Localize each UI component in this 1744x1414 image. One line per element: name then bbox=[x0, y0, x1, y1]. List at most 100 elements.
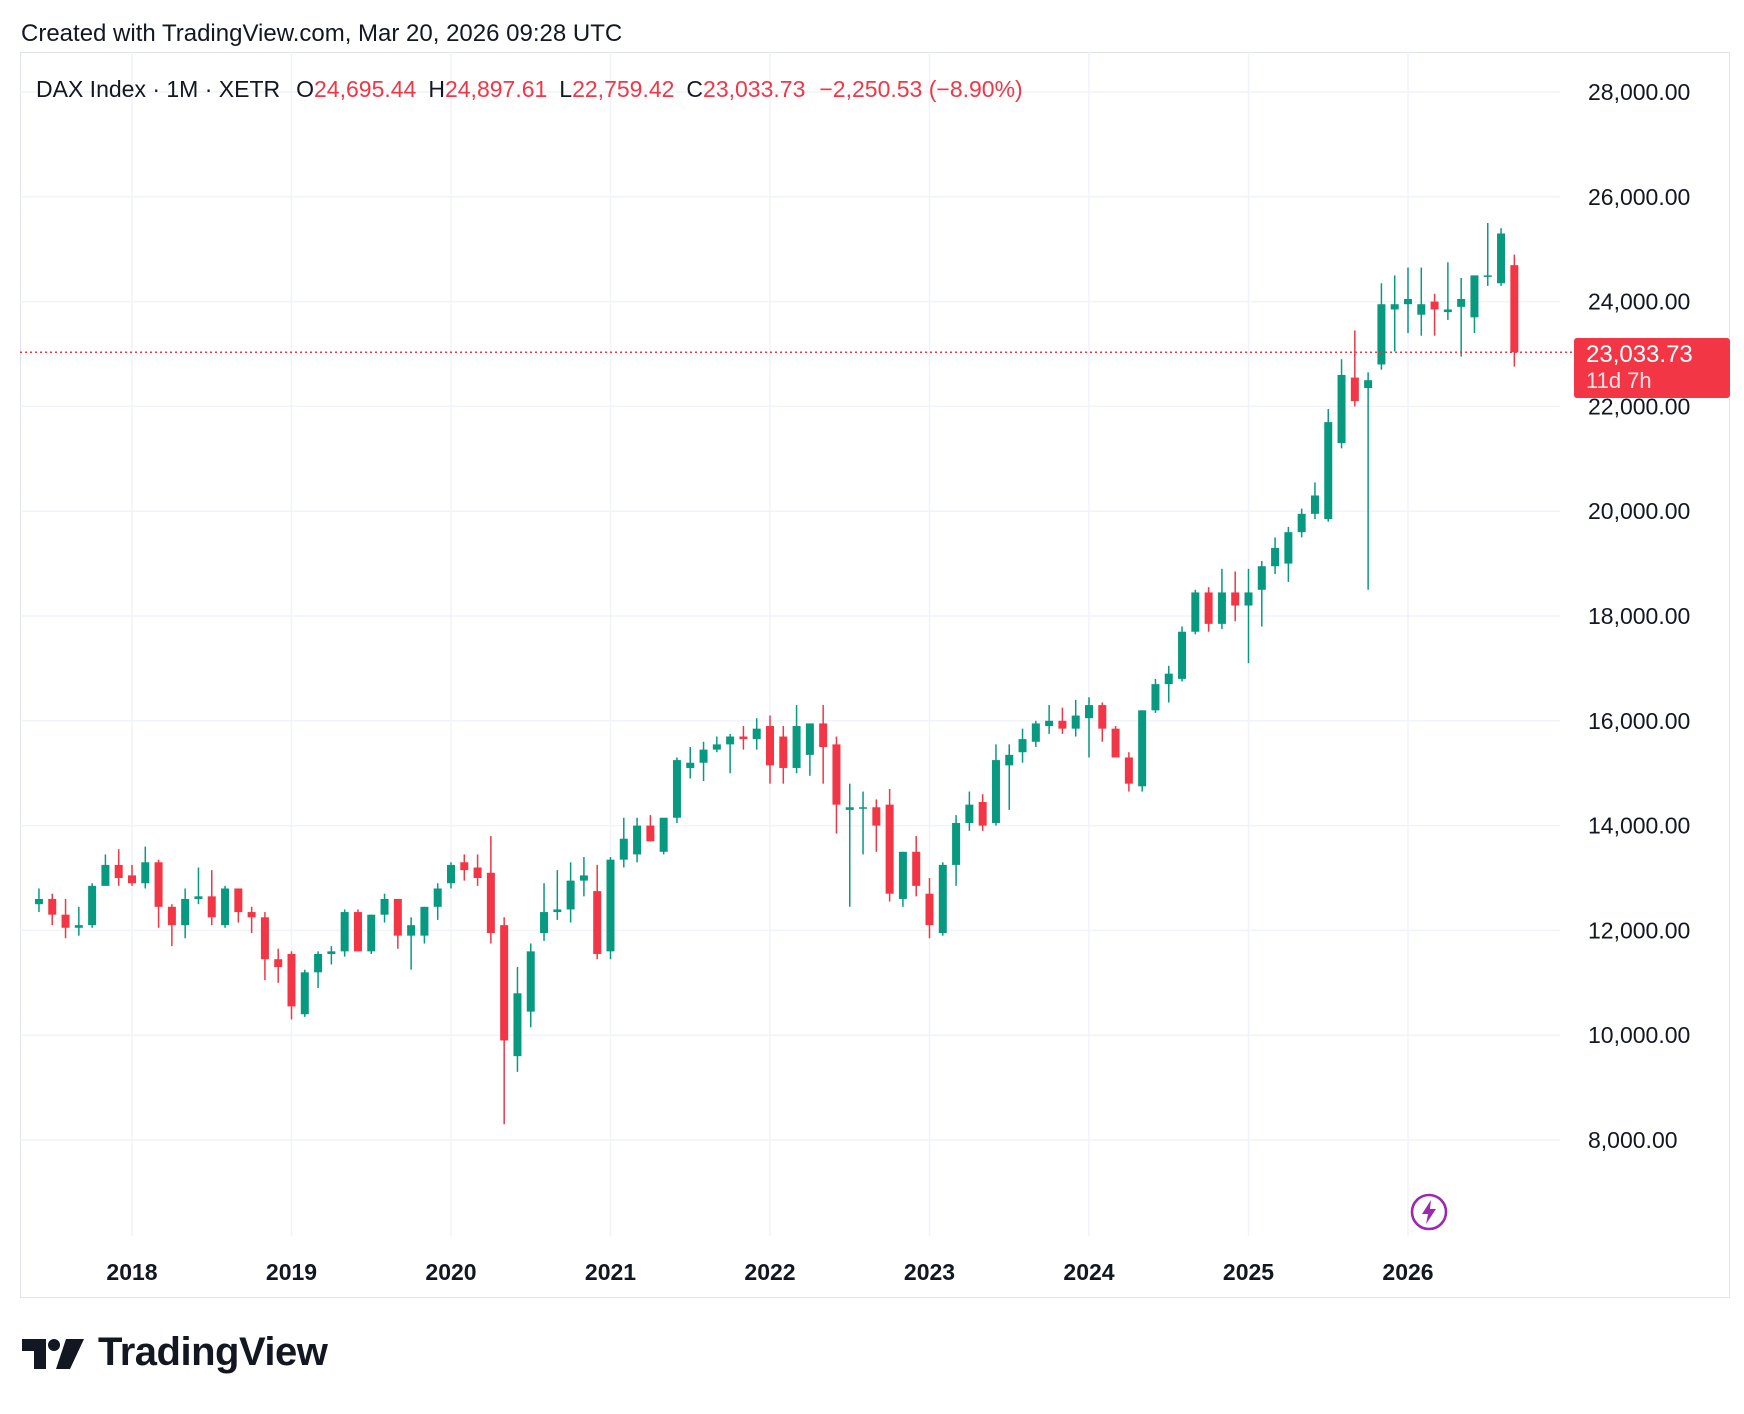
candle-up bbox=[699, 741, 708, 782]
candle-up bbox=[619, 817, 628, 868]
lightning-bolt-icon[interactable] bbox=[1410, 1193, 1448, 1231]
candle-body bbox=[912, 851, 921, 886]
candle-up bbox=[606, 857, 615, 960]
candle-body bbox=[526, 951, 535, 1012]
candle-down bbox=[61, 898, 70, 939]
price-tick-label: 20,000.00 bbox=[1588, 498, 1690, 524]
candle-down bbox=[128, 864, 136, 886]
candle-down bbox=[234, 888, 243, 923]
candle-body bbox=[380, 898, 389, 915]
candle-body bbox=[1483, 275, 1492, 277]
candle-up bbox=[1045, 705, 1054, 734]
candle-up bbox=[1337, 359, 1346, 449]
candle-down bbox=[1350, 330, 1359, 407]
tradingview-logo[interactable]: TradingView bbox=[22, 1330, 328, 1375]
candle-body bbox=[101, 864, 110, 886]
candle-body bbox=[991, 760, 1000, 823]
candle-down bbox=[473, 854, 482, 886]
candle-down bbox=[274, 948, 283, 983]
candle-body bbox=[1124, 757, 1133, 784]
candle-body bbox=[1404, 298, 1412, 305]
candle-body bbox=[274, 959, 283, 968]
candle-body bbox=[1510, 265, 1519, 353]
candle-up bbox=[1324, 409, 1333, 522]
candle-down bbox=[154, 859, 163, 928]
candle-down bbox=[260, 912, 269, 981]
candle-down bbox=[925, 878, 934, 939]
created-with-text: Created with TradingView.com, Mar 20, 20… bbox=[21, 20, 623, 47]
candle-down bbox=[766, 715, 774, 784]
candle-down bbox=[885, 788, 894, 902]
candle-up bbox=[898, 851, 907, 907]
candle-body bbox=[739, 736, 748, 740]
close-value: 23,033.73 bbox=[703, 76, 806, 102]
candle-down bbox=[912, 836, 921, 897]
candle-body bbox=[460, 862, 469, 871]
candle-down bbox=[1510, 254, 1519, 367]
candle-down bbox=[593, 864, 602, 960]
candle-up bbox=[1005, 744, 1014, 810]
candle-up bbox=[686, 747, 695, 779]
candle-up bbox=[1417, 267, 1426, 336]
candle-body bbox=[287, 953, 296, 1007]
candle-up bbox=[1271, 537, 1280, 575]
candle-body bbox=[1310, 495, 1319, 514]
candle-body bbox=[207, 896, 216, 918]
candle-body bbox=[540, 912, 549, 934]
candle-body bbox=[1031, 723, 1040, 742]
candle-body bbox=[34, 898, 43, 905]
candle-down bbox=[486, 836, 495, 944]
candle-body bbox=[726, 736, 735, 745]
candle-up bbox=[447, 862, 455, 889]
change-value: −2,250.53 (−8.90%) bbox=[819, 76, 1023, 102]
candle-body bbox=[1417, 304, 1426, 315]
candle-body bbox=[473, 867, 482, 878]
time-tick-label: 2019 bbox=[266, 1259, 317, 1285]
candle-up bbox=[141, 846, 150, 889]
candle-up bbox=[1483, 223, 1492, 286]
candle-down bbox=[872, 799, 881, 852]
candle-up bbox=[181, 888, 190, 939]
candle-body bbox=[340, 912, 349, 952]
candle-body bbox=[1350, 377, 1359, 402]
candle-down bbox=[287, 951, 296, 1020]
candle-up bbox=[540, 883, 549, 941]
candle-up bbox=[314, 951, 323, 989]
candle-down bbox=[739, 726, 748, 750]
time-tick-label: 2026 bbox=[1382, 1259, 1433, 1285]
candle-up bbox=[712, 736, 721, 753]
candle-down bbox=[167, 904, 176, 947]
candle-body bbox=[300, 972, 309, 1015]
price-tick-label: 12,000.00 bbox=[1588, 917, 1690, 943]
price-tick-label: 28,000.00 bbox=[1588, 79, 1690, 105]
candle-body bbox=[1217, 592, 1226, 624]
candle-body bbox=[1443, 309, 1452, 313]
candle-down bbox=[353, 909, 362, 952]
candle-body bbox=[978, 802, 987, 826]
candle-up bbox=[792, 705, 801, 774]
candle-body bbox=[1337, 374, 1346, 444]
candle-up bbox=[1217, 568, 1226, 630]
candle-up bbox=[1191, 589, 1200, 635]
candle-body bbox=[579, 875, 588, 881]
open-key: O bbox=[296, 76, 315, 102]
price-tick-label: 10,000.00 bbox=[1588, 1022, 1690, 1048]
candle-down bbox=[646, 815, 655, 842]
chart-frame[interactable] bbox=[20, 52, 1730, 1298]
candle-body bbox=[1430, 301, 1439, 310]
time-axis: 2018 2019 2020 2021 2022 2023 2024 2025 2026 bbox=[106, 1259, 1433, 1285]
candle-up bbox=[859, 791, 868, 855]
candle-body bbox=[61, 914, 70, 928]
candle-up bbox=[34, 888, 43, 913]
candle-body bbox=[885, 804, 894, 894]
candle-body bbox=[1191, 592, 1200, 632]
candle-body bbox=[593, 891, 602, 954]
candle-body bbox=[553, 909, 562, 913]
candle-body bbox=[1111, 728, 1120, 758]
candle-up bbox=[1151, 678, 1160, 713]
candle-body bbox=[699, 749, 708, 763]
candle-body bbox=[221, 888, 230, 926]
candle-body bbox=[393, 898, 402, 936]
candle-body bbox=[1297, 513, 1306, 533]
